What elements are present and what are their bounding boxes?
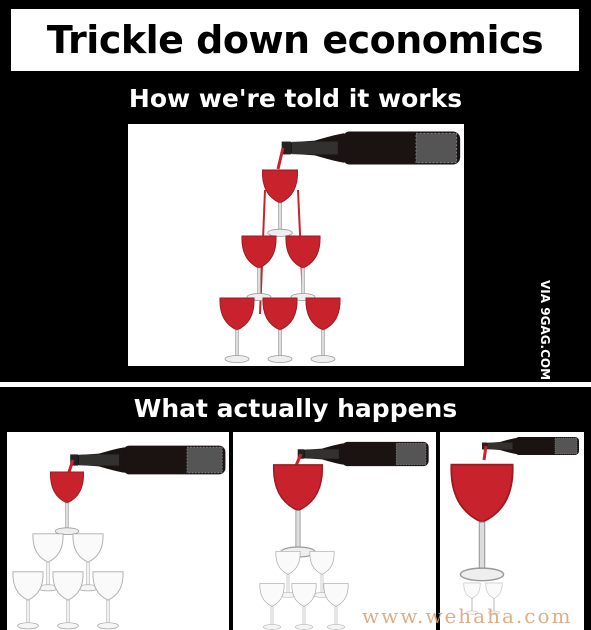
watermark-9gag: VIA 9GAG.COM (538, 280, 552, 381)
glass-bottom-center (262, 297, 298, 364)
glass-mid-left (241, 235, 277, 302)
wine-bottle-icon (481, 436, 580, 456)
glass-mid-right (285, 235, 321, 302)
wine-bottle-icon (297, 441, 430, 467)
title-banner: Trickle down economics (11, 9, 579, 71)
wine-bottle-icon (281, 130, 461, 166)
glass-empty (259, 583, 285, 630)
caption-told: How we're told it works (128, 84, 463, 113)
caption-actual: What actually happens (133, 394, 458, 423)
panel-expected (128, 124, 464, 366)
panel-actual-3 (440, 432, 584, 630)
glass-top (261, 169, 299, 237)
divider (0, 382, 591, 387)
glass-empty (291, 583, 317, 630)
panel-actual-2 (233, 432, 436, 630)
glass-empty (92, 571, 124, 630)
panel-actual-1 (7, 432, 229, 630)
wine-bottle-icon (69, 445, 226, 475)
glass-bottom-left (219, 297, 255, 364)
glass-empty (12, 571, 44, 630)
glass-empty (52, 571, 84, 630)
glass-top-bigger (272, 464, 324, 558)
glass-empty (323, 583, 349, 630)
glass-top-full (49, 471, 85, 536)
watermark-wehaha: www.wehaha.com (362, 604, 573, 628)
page-title: Trickle down economics (46, 18, 544, 62)
glass-top-huge (450, 463, 514, 582)
glass-bottom-right (305, 297, 341, 364)
